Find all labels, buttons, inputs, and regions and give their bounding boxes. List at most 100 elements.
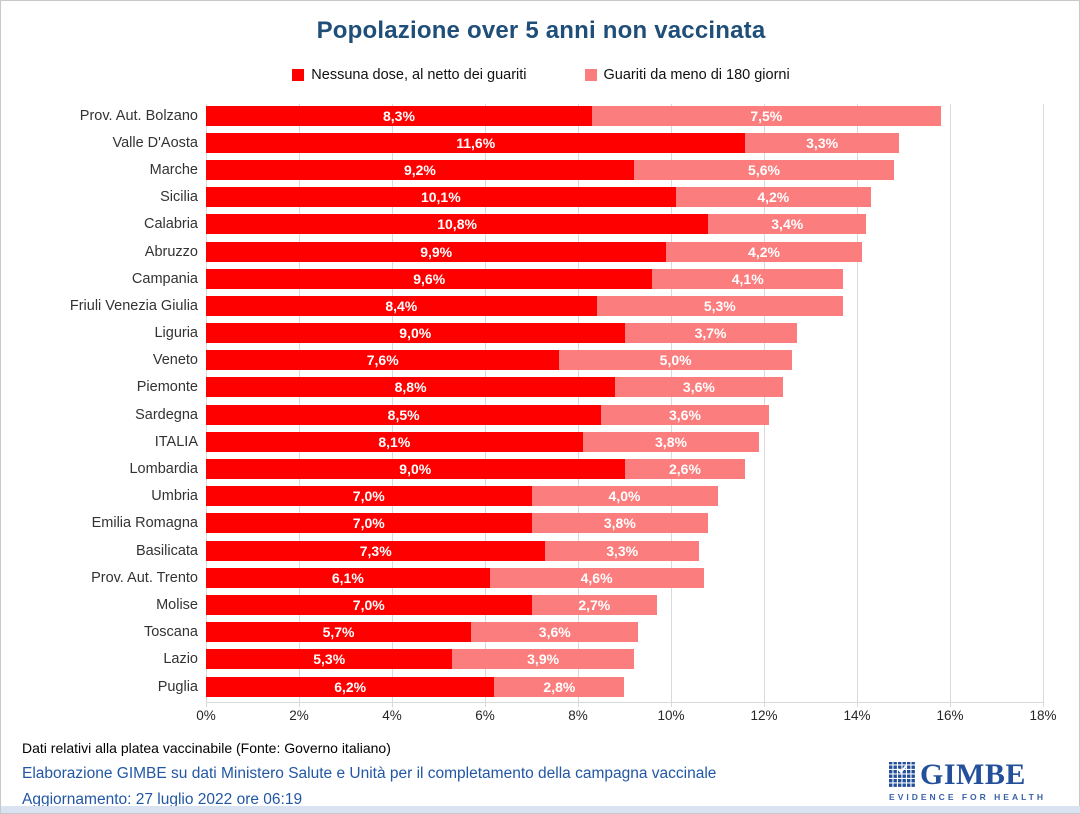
bar-row: Sicilia 10,1% 4,2% <box>1 184 1080 211</box>
stacked-bar: 10,8% 3,4% <box>206 214 867 235</box>
stacked-bar: 9,0% 3,7% <box>206 323 797 344</box>
value-label: 7,5% <box>750 107 783 124</box>
value-label: 9,0% <box>399 461 432 478</box>
bar-segment-guariti: 3,6% <box>615 377 783 398</box>
value-label: 7,0% <box>352 488 385 505</box>
bar-segment-guariti: 2,7% <box>531 594 658 615</box>
bar-segment-nessuna-dose: 9,0% <box>206 459 625 480</box>
category-label: Valle D'Aosta <box>112 134 198 151</box>
legend-label: Guariti da meno di 180 giorni <box>603 67 790 83</box>
bar-segment-guariti: 3,4% <box>708 214 867 235</box>
bar-row: Lombardia 9,0% 2,6% <box>1 455 1080 482</box>
x-tick-label: 14% <box>843 708 871 723</box>
value-label: 9,6% <box>413 270 446 287</box>
bar-rows: Prov. Aut. Bolzano 8,3% 7,5% Valle D'Aosta 1… <box>1 102 1080 700</box>
value-label: 8,1% <box>378 433 411 450</box>
value-label: 6,1% <box>331 569 364 586</box>
bar-row: Emilia Romagna 7,0% 3,8% <box>1 510 1080 537</box>
stacked-bar: 7,3% 3,3% <box>206 540 699 561</box>
value-label: 3,3% <box>806 134 839 151</box>
bar-row: ITALIA 8,1% 3,8% <box>1 428 1080 455</box>
value-label: 5,0% <box>659 352 692 369</box>
bar-segment-nessuna-dose: 5,7% <box>206 622 472 643</box>
category-label: Liguria <box>154 325 198 342</box>
category-label: Prov. Aut. Bolzano <box>79 107 198 124</box>
category-label: Puglia <box>157 678 198 695</box>
plot-area: Prov. Aut. Bolzano 8,3% 7,5% Valle D'Aosta 1… <box>1 102 1080 707</box>
bar-segment-nessuna-dose: 9,6% <box>206 268 653 289</box>
value-label: 5,3% <box>313 651 346 668</box>
x-tick-label: 2% <box>289 708 309 723</box>
category-label: Marche <box>149 161 198 178</box>
value-label: 4,0% <box>608 488 641 505</box>
value-label: 3,8% <box>603 515 636 532</box>
x-tick-label: 18% <box>1029 708 1057 723</box>
bar-segment-guariti: 7,5% <box>591 105 941 126</box>
value-label: 5,6% <box>748 161 780 178</box>
bar-segment-nessuna-dose: 7,0% <box>206 594 532 615</box>
legend-item-guariti: Guariti da meno di 180 giorni <box>584 67 790 83</box>
stacked-bar: 7,0% 3,8% <box>206 513 709 534</box>
bar-row: Abruzzo 9,9% 4,2% <box>1 238 1080 265</box>
gimbe-tagline: EVIDENCE FOR HEALTH <box>889 792 1046 802</box>
value-label: 5,3% <box>703 297 736 314</box>
category-label: ITALIA <box>154 433 198 450</box>
bar-segment-nessuna-dose: 8,1% <box>206 431 583 452</box>
pink-swatch-icon <box>584 69 597 81</box>
bar-row: Prov. Aut. Bolzano 8,3% 7,5% <box>1 102 1080 129</box>
bar-segment-guariti: 2,6% <box>624 459 746 480</box>
legend: Nessuna dose, al netto dei guariti Guari… <box>1 67 1080 83</box>
category-label: Piemonte <box>136 379 198 396</box>
bar-segment-nessuna-dose: 10,1% <box>206 187 676 208</box>
category-label: Molise <box>156 596 198 613</box>
bar-segment-nessuna-dose: 7,0% <box>206 486 532 507</box>
bar-segment-nessuna-dose: 5,3% <box>206 649 453 670</box>
bar-segment-guariti: 3,7% <box>624 323 797 344</box>
bar-segment-nessuna-dose: 9,9% <box>206 241 667 262</box>
bar-row: Friuli Venezia Giulia 8,4% 5,3% <box>1 292 1080 319</box>
value-label: 6,2% <box>334 678 367 695</box>
value-label: 3,9% <box>527 651 560 668</box>
stacked-bar: 8,4% 5,3% <box>206 295 844 316</box>
bar-segment-guariti: 4,2% <box>666 241 862 262</box>
value-label: 3,6% <box>538 624 571 641</box>
bar-segment-nessuna-dose: 6,1% <box>206 567 490 588</box>
value-label: 4,2% <box>757 189 790 206</box>
category-label: Calabria <box>144 216 198 233</box>
stacked-bar: 8,5% 3,6% <box>206 404 769 425</box>
value-label: 4,2% <box>748 243 780 260</box>
bar-segment-guariti: 3,3% <box>745 132 899 153</box>
bar-row: Piemonte 8,8% 3,6% <box>1 374 1080 401</box>
legend-label: Nessuna dose, al netto dei guariti <box>311 67 527 83</box>
category-label: Lombardia <box>129 461 198 478</box>
bar-segment-guariti: 4,0% <box>531 486 718 507</box>
x-tick-label: 8% <box>568 708 588 723</box>
bar-segment-nessuna-dose: 10,8% <box>206 214 709 235</box>
category-label: Sicilia <box>160 189 198 206</box>
value-label: 7,0% <box>352 515 385 532</box>
elaboration-note: Elaborazione GIMBE su dati Ministero Sal… <box>22 765 717 782</box>
bar-segment-nessuna-dose: 8,3% <box>206 105 592 126</box>
bar-segment-guariti: 5,0% <box>559 350 792 371</box>
value-label: 4,6% <box>580 569 613 586</box>
bar-row: Valle D'Aosta 11,6% 3,3% <box>1 129 1080 156</box>
stacked-bar: 6,2% 2,8% <box>206 676 625 697</box>
bar-segment-nessuna-dose: 6,2% <box>206 676 495 697</box>
stacked-bar: 9,9% 4,2% <box>206 241 862 262</box>
value-label: 11,6% <box>456 134 496 151</box>
stacked-bar: 11,6% 3,3% <box>206 132 899 153</box>
value-label: 3,8% <box>655 433 687 450</box>
value-label: 3,4% <box>771 216 804 233</box>
value-label: 9,2% <box>403 161 436 178</box>
bar-segment-nessuna-dose: 9,0% <box>206 323 625 344</box>
category-label: Veneto <box>152 352 198 369</box>
bar-segment-guariti: 4,2% <box>675 187 871 208</box>
bar-segment-nessuna-dose: 9,2% <box>206 159 634 180</box>
chart-title: Popolazione over 5 anni non vaccinata <box>316 17 766 44</box>
bar-segment-guariti: 3,6% <box>601 404 769 425</box>
category-label: Umbria <box>151 488 198 505</box>
value-label: 7,0% <box>352 596 385 613</box>
value-label: 3,3% <box>606 542 639 559</box>
stacked-bar: 8,1% 3,8% <box>206 431 760 452</box>
gimbe-logo-text: GIMBE <box>920 758 1026 791</box>
